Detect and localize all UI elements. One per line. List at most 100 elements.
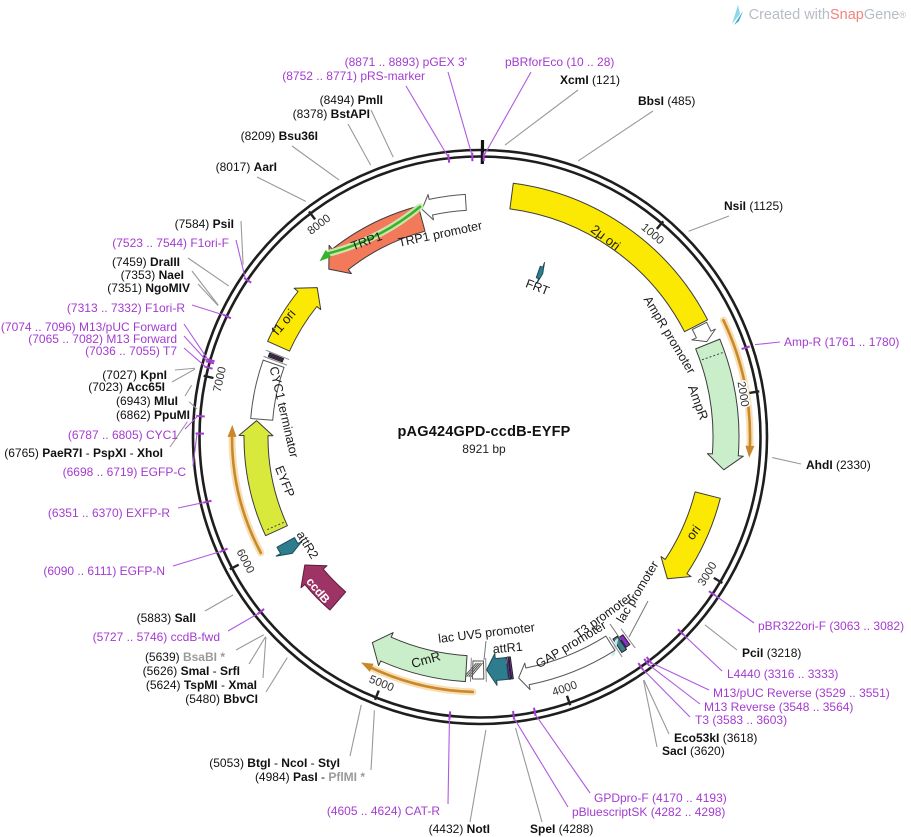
feature-flank-tick: [620, 628, 636, 649]
draiii-leader-line: [187, 257, 230, 287]
bbvci-label: (5480) BbvCI: [185, 692, 258, 706]
snapgene-watermark: Created with Snap Gene ®: [726, 4, 906, 26]
egfp-n-leader-line: [172, 550, 222, 567]
prs-marker-label: (8752 .. 8771) pRS-marker: [282, 69, 425, 83]
pcii-leader-line: [704, 624, 738, 651]
ngomiv-leader-line: [197, 283, 219, 306]
t3-leader-line: [641, 668, 691, 718]
m13-forward-leader-line: [183, 335, 208, 362]
feature-flank-tick: [263, 355, 288, 366]
ccdb-fwd-label: (5727 .. 5746) ccdB-fwd: [93, 630, 220, 644]
mlui-label: (6943) MluI: [116, 394, 178, 408]
feature-ampr-promoter: [691, 321, 716, 343]
tspmi-xmai-leader-line: [262, 636, 267, 679]
naei-leader-line: [191, 270, 219, 306]
t7-leader-line: [183, 347, 207, 368]
cyc1-leader-line: [184, 415, 199, 430]
position-label-7000: 7000: [212, 366, 229, 394]
ppumi-leader-line: [188, 401, 198, 410]
egfp-c-leader-line: [192, 433, 198, 467]
m13-reverse-label: M13 Reverse (3548 .. 3564): [704, 700, 853, 714]
f1ori-r-leader-line: [191, 304, 225, 316]
smai-srfi-label: (5626) SmaI - SrfI: [143, 664, 240, 678]
feature-eyfp: [238, 420, 288, 537]
backbone-outer-ring: [191, 148, 769, 726]
pbluescriptsk-label: pBluescriptSK (4282 .. 4298): [572, 805, 725, 819]
naei-label: (7353) NaeI: [121, 268, 184, 282]
feature-cluster-bar-2: [268, 352, 285, 361]
orf-arrow-eyfp: [230, 435, 263, 555]
feature-lac-uv5-promoter-hatch: [470, 662, 484, 678]
feature-flank-tick: [469, 657, 472, 682]
feature-ori: [660, 491, 721, 580]
cyc1-label: (6787 .. 6805) CYC1: [68, 428, 178, 442]
feature-flank-tick: [608, 636, 623, 658]
exfp-r-label: (6351 .. 6370) EXFP-R: [48, 506, 170, 520]
feature-attr1: [486, 653, 509, 686]
pcii-label: PciI (3218): [742, 646, 801, 660]
t3-label: T3 (3583 .. 3603): [695, 713, 787, 727]
gpdpro-f-leader-line: [534, 714, 591, 794]
position-label-6000: 6000: [234, 547, 257, 575]
pasi-pflmi-leader-line: [370, 710, 375, 771]
bsabi-leader-line: [235, 634, 265, 651]
feature-attr1-bar-1: [508, 656, 514, 680]
sali-leader-line: [204, 594, 234, 612]
pbrforeco-leader-line: [483, 71, 532, 157]
position-tick-2000: [749, 390, 760, 395]
draiii-label: (7459) DraIII: [112, 255, 180, 269]
kpni-label: (7027) KpnI: [102, 368, 167, 382]
pbr322ori-f-label: pBR322ori-F (3063 .. 3082): [758, 619, 904, 633]
position-tick-3000: [713, 576, 724, 585]
orf-arrow-ampr-head: [745, 445, 755, 458]
f1ori-f-label: (7523 .. 7544) F1ori-F: [112, 236, 229, 250]
smai-srfi-leader-line: [248, 636, 267, 665]
egfp-c-label: (6698 .. 6719) EGFP-C: [63, 465, 187, 479]
feature-attr2: [275, 537, 303, 557]
position-tick-4000: [565, 695, 572, 706]
feature-ampr: [695, 338, 744, 471]
nsii-label: NsiI (1125): [724, 199, 783, 213]
orf-arrow-cmr: [370, 666, 475, 694]
watermark-reg: ®: [899, 10, 906, 20]
pmli-label: (8494) PmlI: [320, 93, 383, 107]
position-label-3000: 3000: [696, 560, 719, 588]
f1ori-f-leader-line: [235, 239, 246, 279]
label-frt: FRT: [524, 276, 552, 298]
feature-flank-tick: [265, 349, 290, 361]
saci-label: SacI (3620): [662, 744, 725, 758]
feature-ccdb: [300, 564, 347, 611]
pbluescriptsk-leader-line: [513, 717, 569, 808]
pbrforeco-label: pBRforEco (10 .. 28): [505, 55, 614, 69]
m13-puc-reverse-label: M13/pUC Reverse (3529 .. 3551): [713, 686, 890, 700]
bstapi-label: (8378) BstAPI: [293, 107, 370, 121]
paer7i-pspxi-xhoi-leader-line: [169, 421, 188, 448]
position-tick-8000: [308, 210, 317, 221]
label-attr1: attR1: [492, 640, 523, 657]
orf-arrow-ampr: [722, 318, 752, 448]
eco53ki-label: Eco53kI (3618): [674, 731, 757, 745]
watermark-prefix: Created with: [748, 7, 830, 23]
position-label-8000: 8000: [305, 213, 333, 238]
feature-frt: [535, 262, 545, 284]
mlui-leader-line: [184, 384, 193, 397]
feature-f1-ori: [267, 287, 322, 352]
bsu36i-label: (8209) Bsu36I: [241, 129, 318, 143]
position-tick-7000: [203, 374, 214, 380]
bbsi-leader-line: [577, 110, 654, 162]
saci-leader-line: [642, 680, 658, 748]
l4440-label: L4440 (3316 .. 3333): [727, 667, 838, 681]
btgi-ncoi-styi-label: (5053) BtgI - NcoI - StyI: [209, 756, 340, 770]
ccdb-fwd-leader-line: [227, 612, 259, 632]
label-ampr: AmpR: [685, 383, 711, 422]
egfp-n-label: (6090 .. 6111) EGFP-N: [43, 564, 165, 578]
acc65i-leader-line: [171, 368, 196, 383]
position-label-2000: 2000: [734, 381, 750, 408]
feature-cluster-bar-1: [267, 354, 284, 363]
feature-lac-uv5-promoter-hatch: [466, 662, 479, 677]
bsabi-label: (5639) BsaBI *: [145, 650, 225, 664]
btgi-ncoi-styi-leader-line: [349, 704, 362, 757]
feature-lac-uv5-promoter-hatch: [464, 662, 477, 677]
